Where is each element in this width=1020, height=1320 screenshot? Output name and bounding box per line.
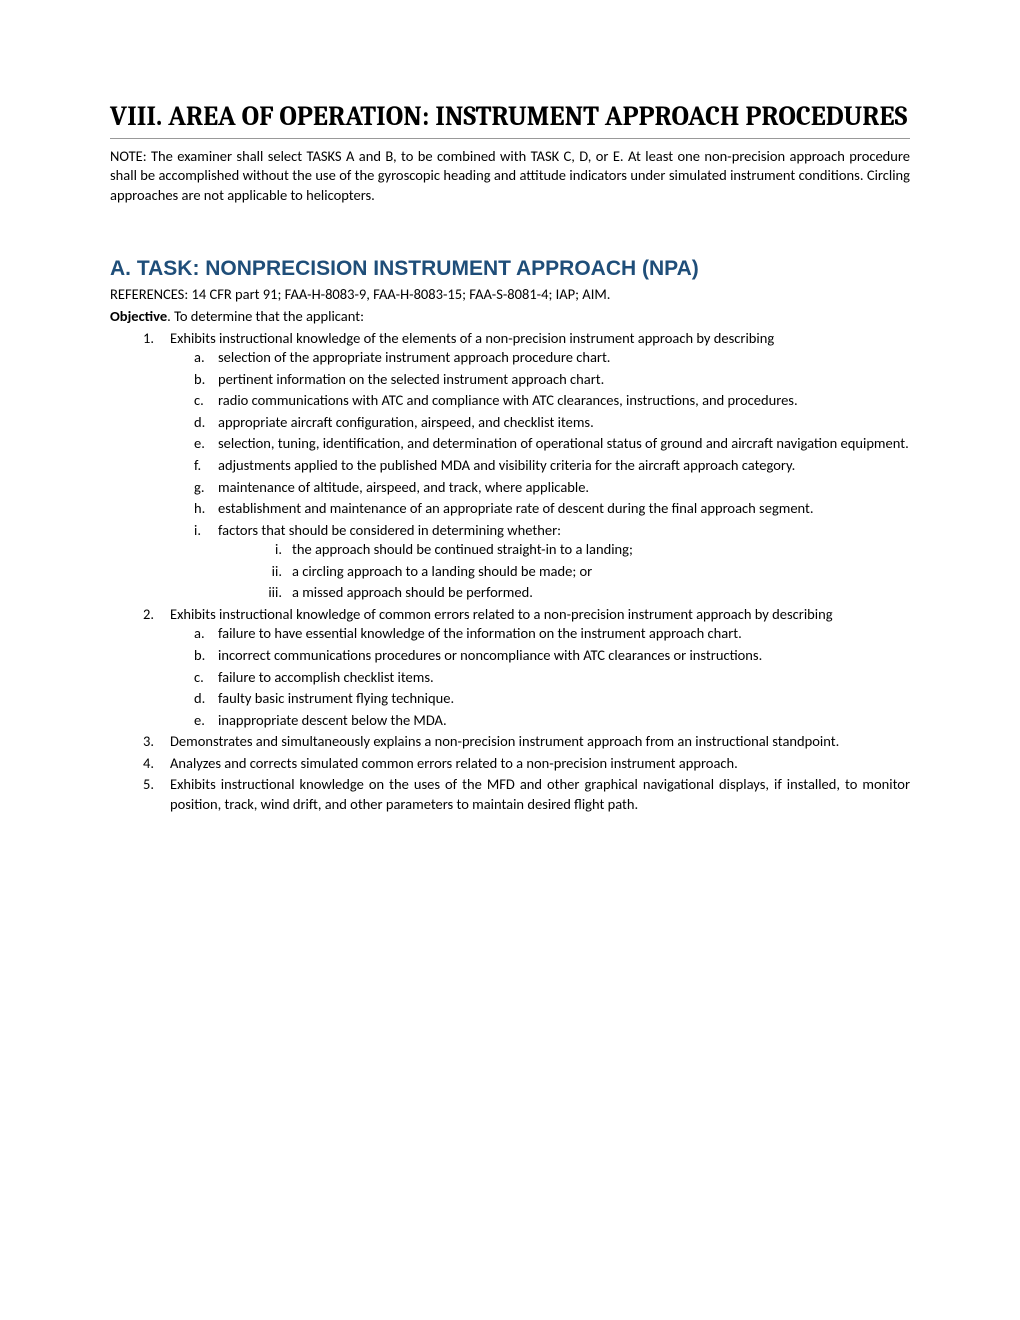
list-text: radio communications with ATC and compli…: [218, 391, 798, 409]
references-line: REFERENCES: 14 CFR part 91; FAA-H-8083-9…: [110, 285, 910, 305]
list-text: appropriate aircraft configuration, airs…: [218, 413, 594, 431]
list-text: Exhibits instructional knowledge of the …: [170, 329, 774, 347]
list-item: e. inappropriate descent below the MDA.: [170, 711, 910, 731]
list-text: Analyzes and corrects simulated common e…: [170, 754, 738, 772]
list-item: d. appropriate aircraft configuration, ai…: [170, 413, 910, 433]
list-marker: d.: [194, 413, 205, 433]
list-marker: b.: [194, 646, 205, 666]
list-marker: f.: [194, 456, 201, 476]
list-item: i. the approach should be continued strai…: [218, 540, 910, 560]
list-text: selection, tuning, identification, and d…: [218, 434, 909, 452]
list-text: factors that should be considered in det…: [218, 521, 561, 539]
list-item: e. selection, tuning, identification, and…: [170, 434, 910, 454]
list-text: failure to have essential knowledge of t…: [218, 624, 742, 642]
list-marker: i.: [194, 521, 201, 541]
objective-label: Objective: [110, 307, 167, 325]
list-item: 5. Exhibits instructional knowledge on th…: [110, 775, 910, 814]
list-text: faulty basic instrument flying technique…: [218, 689, 454, 707]
alpha-list: a. selection of the appropriate instrumen…: [170, 348, 910, 603]
list-marker: e.: [194, 711, 205, 731]
alpha-list: a. failure to have essential knowledge of…: [170, 624, 910, 730]
list-text: inappropriate descent below the MDA.: [218, 711, 447, 729]
list-item: 2. Exhibits instructional knowledge of co…: [110, 605, 910, 730]
list-item: iii. a missed approach should be performe…: [218, 583, 910, 603]
roman-list: i. the approach should be continued strai…: [218, 540, 910, 603]
list-text: selection of the appropriate instrument …: [218, 348, 610, 366]
list-item: b. pertinent information on the selected …: [170, 370, 910, 390]
list-text: the approach should be continued straigh…: [292, 540, 633, 558]
list-marker: g.: [194, 478, 205, 498]
list-marker: a.: [194, 624, 205, 644]
list-marker: h.: [194, 499, 205, 519]
list-item: c. radio communications with ATC and comp…: [170, 391, 910, 411]
list-text: a missed approach should be performed.: [292, 583, 533, 601]
list-item: 4. Analyzes and corrects simulated common…: [110, 754, 910, 774]
numbered-list: 1. Exhibits instructional knowledge of th…: [110, 329, 910, 815]
list-text: Demonstrates and simultaneously explains…: [170, 732, 839, 750]
list-text: Exhibits instructional knowledge on the …: [170, 775, 910, 813]
list-item: b. incorrect communications procedures or…: [170, 646, 910, 666]
list-marker: d.: [194, 689, 205, 709]
list-marker: 3.: [143, 732, 154, 752]
list-marker: 2.: [143, 605, 154, 625]
main-heading: VIII. AREA OF OPERATION: INSTRUMENT APPR…: [110, 100, 910, 139]
list-item: 3. Demonstrates and simultaneously explai…: [110, 732, 910, 752]
list-item: d. faulty basic instrument flying techniq…: [170, 689, 910, 709]
list-text: establishment and maintenance of an appr…: [218, 499, 814, 517]
list-item: h. establishment and maintenance of an ap…: [170, 499, 910, 519]
list-item: ii. a circling approach to a landing shou…: [218, 562, 910, 582]
list-item: a. selection of the appropriate instrumen…: [170, 348, 910, 368]
list-text: Exhibits instructional knowledge of comm…: [170, 605, 833, 623]
note-paragraph: NOTE: The examiner shall select TASKS A …: [110, 147, 910, 206]
list-text: failure to accomplish checklist items.: [218, 668, 434, 686]
list-marker: c.: [194, 668, 204, 688]
list-marker: ii.: [258, 562, 282, 582]
list-marker: b.: [194, 370, 205, 390]
list-marker: 1.: [143, 329, 154, 349]
objective-line: Objective. To determine that the applica…: [110, 307, 910, 327]
objective-text: . To determine that the applicant:: [167, 307, 364, 325]
list-text: a circling approach to a landing should …: [292, 562, 592, 580]
list-marker: i.: [258, 540, 282, 560]
list-marker: 4.: [143, 754, 154, 774]
list-marker: a.: [194, 348, 205, 368]
list-text: maintenance of altitude, airspeed, and t…: [218, 478, 589, 496]
list-item: i.factors that should be considered in d…: [170, 521, 910, 603]
list-marker: iii.: [258, 583, 282, 603]
list-item: 1. Exhibits instructional knowledge of th…: [110, 329, 910, 603]
task-heading: A. TASK: NONPRECISION INSTRUMENT APPROAC…: [110, 257, 910, 281]
list-item: f. adjustments applied to the published M…: [170, 456, 910, 476]
list-item: a. failure to have essential knowledge of…: [170, 624, 910, 644]
list-marker: e.: [194, 434, 205, 454]
list-item: g. maintenance of altitude, airspeed, and…: [170, 478, 910, 498]
list-text: incorrect communications procedures or n…: [218, 646, 762, 664]
list-text: pertinent information on the selected in…: [218, 370, 604, 388]
list-marker: c.: [194, 391, 204, 411]
list-text: adjustments applied to the published MDA…: [218, 456, 795, 474]
list-marker: 5.: [143, 775, 154, 795]
list-item: c. failure to accomplish checklist items.: [170, 668, 910, 688]
